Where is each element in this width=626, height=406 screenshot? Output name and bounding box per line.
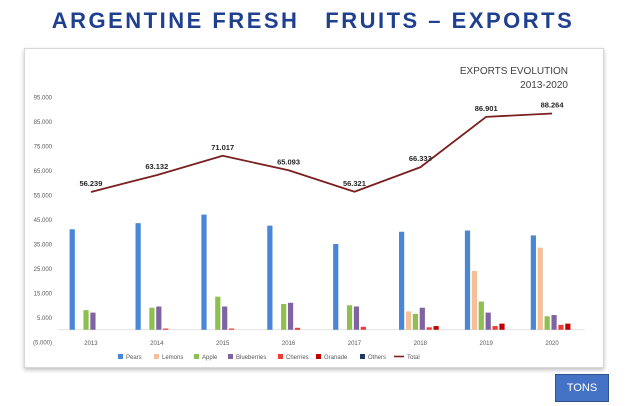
bar-blueberries-2019 [485,312,491,330]
x-tick-label: 2018 [414,341,428,347]
y-tick-label: 85.000 [34,120,53,126]
y-tick-label: 95.000 [34,96,53,102]
bar-blueberries-2016 [287,302,294,330]
total-data-label: 71.017 [211,143,234,152]
y-tick-label: (5.000) [33,341,52,347]
bar-cherries-2018 [426,327,432,330]
bar-pears-2017 [333,244,339,330]
bar-apple-2013 [83,310,89,330]
bar-pears-2016 [267,225,273,330]
chart-title: EXPORTS EVOLUTION [460,66,568,77]
bar-apple-2018 [412,313,419,330]
y-tick-label: 15.000 [34,292,53,298]
y-tick-label: 75.000 [34,145,53,151]
legend-label-lemons: Lemons [162,355,183,361]
legend-label-granade: Granade [324,355,348,361]
legend-label-pears: Pears [126,355,142,361]
y-tick-label: 45.000 [34,218,53,224]
bar-apple-2019 [478,301,484,330]
y-tick-label: 35.000 [34,243,53,249]
bar-blueberries-2020 [551,315,557,330]
bar-pears-2015 [201,214,207,330]
bar-lemons-2020 [537,247,543,330]
x-tick-label: 2013 [84,341,98,347]
legend-label-cherries: Cherries [286,355,309,361]
total-data-label: 56.239 [79,179,102,188]
bar-pears-2014 [135,223,141,330]
bar-apple-2015 [215,296,221,330]
legend-swatch-granade [316,354,321,359]
legend-label-blueberries: Blueberries [236,355,266,361]
total-data-label: 86.901 [475,104,498,113]
y-tick-label: 25.000 [34,267,53,273]
bar-blueberries-2015 [222,306,228,330]
legend-swatch-apple [194,354,199,359]
bar-cherries-2020 [558,324,564,330]
y-tick-label: 65.000 [34,169,53,175]
bar-pears-2018 [399,231,405,330]
bar-pears-2020 [530,235,536,330]
bar-apple-2017 [346,305,353,330]
legend-label-total: Total [407,355,420,361]
bar-pears-2019 [464,230,471,330]
bar-blueberries-2014 [156,306,162,330]
x-tick-label: 2020 [545,341,559,347]
total-data-label: 56.321 [343,179,366,188]
total-data-label: 88.264 [541,101,565,110]
bar-granade-2020 [565,323,571,330]
x-tick-label: 2015 [216,341,230,347]
bar-blueberries-2018 [419,307,425,330]
chart-subtitle: 2013-2020 [520,80,568,91]
units-badge[interactable]: TONS [555,374,609,402]
y-tick-label: 5.000 [37,316,53,322]
bar-apple-2014 [149,307,155,330]
legend-swatch-others [360,354,365,359]
y-tick-label: 55.000 [34,194,53,200]
bar-apple-2016 [281,304,287,330]
bar-blueberries-2017 [353,306,360,330]
bar-blueberries-2013 [90,312,96,330]
bar-apple-2020 [544,316,550,330]
bar-pears-2013 [69,229,75,330]
x-tick-label: 2016 [282,341,296,347]
bar-granade-2018 [433,326,439,330]
bar-cherries-2014 [163,328,169,330]
bar-cherries-2015 [228,328,235,330]
bar-cherries-2017 [360,326,366,330]
x-tick-label: 2014 [150,341,164,347]
bar-lemons-2019 [471,270,477,330]
bar-granade-2019 [499,323,505,330]
chart-frame [24,48,604,368]
page-title: ARGENTINE FRESH FRUITS – EXPORTS [51,8,575,33]
legend-label-apple: Apple [202,355,218,361]
legend-swatch-lemons [154,354,159,359]
x-tick-label: 2017 [348,341,362,347]
legend-label-others: Others [368,355,386,361]
total-line [90,112,553,193]
legend-swatch-blueberries [228,354,233,359]
bar-cherries-2016 [294,327,301,330]
bar-lemons-2018 [405,311,412,330]
legend-swatch-cherries [278,354,283,359]
bar-cherries-2019 [492,326,498,330]
x-tick-label: 2019 [480,341,494,347]
total-data-label: 63.132 [145,162,168,171]
legend-swatch-pears [118,354,123,359]
total-data-label: 65.093 [277,157,300,166]
total-data-label: 66.333 [409,154,432,163]
